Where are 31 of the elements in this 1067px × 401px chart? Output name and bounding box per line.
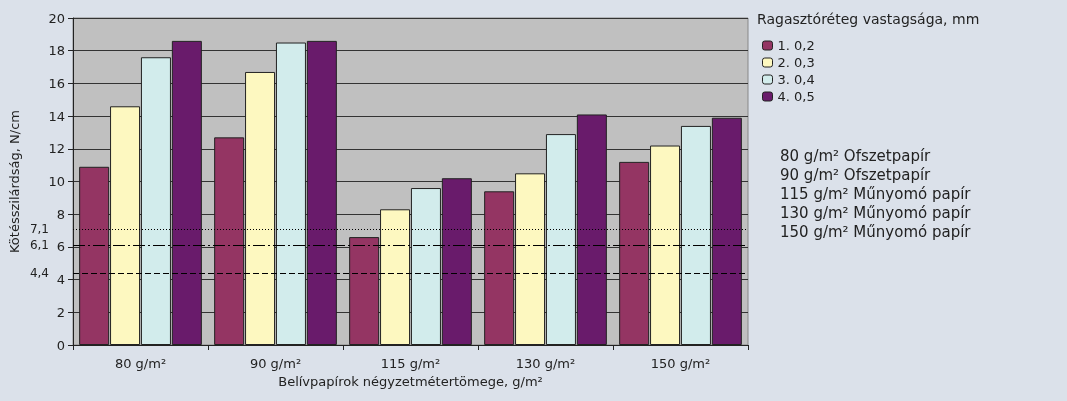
x-axis-title: Belívpapírok négyzetmétertömege, g/m² (278, 374, 543, 389)
ref-line-label: 7,1 (29, 221, 49, 236)
ref-line-label: 4,4 (29, 266, 49, 281)
x-tick-label: 150 g/m² (650, 356, 711, 371)
y-tick-label: 0 (56, 337, 65, 353)
y-tick-label: 10 (48, 174, 65, 189)
legend-title: Ragasztóréteg vastagsága, mm (757, 11, 980, 27)
text: 80 g/m² Ofszetpapír (780, 146, 932, 165)
legend-label: 4. 0,5 (777, 89, 815, 104)
x-tick-label: 115 g/m² (380, 356, 441, 371)
y-tick-label: 4 (56, 272, 65, 288)
y-tick-label: 2 (56, 304, 65, 320)
legend-label: 1. 0,2 (777, 38, 815, 53)
text: 115 g/m² Műnyomó papír (780, 184, 972, 203)
y-axis-title: Kötésszilárdság, N/cm (7, 109, 22, 254)
legend-label: 2. 0,3 (777, 55, 815, 70)
x-tick-label: 90 g/m² (249, 356, 302, 371)
ref-line-label: 6,1 (29, 238, 49, 253)
text: 150 g/m² Műnyomó papír (780, 222, 972, 241)
y-tick-label: 8 (56, 206, 65, 222)
text: 130 g/m² Műnyomó papír (780, 203, 972, 222)
y-tick-label: 20 (48, 10, 65, 26)
x-tick-label: 130 g/m² (515, 356, 576, 371)
text: 90 g/m² Ofszetpapír (780, 165, 932, 184)
y-tick-label: 18 (48, 43, 65, 59)
y-tick-label: 6 (56, 239, 65, 255)
y-tick-label: 14 (48, 108, 65, 124)
x-tick-label: 80 g/m² (114, 356, 167, 371)
y-tick-label: 12 (48, 141, 65, 157)
y-tick-label: 16 (48, 75, 65, 91)
legend-label: 3. 0,4 (777, 72, 815, 87)
